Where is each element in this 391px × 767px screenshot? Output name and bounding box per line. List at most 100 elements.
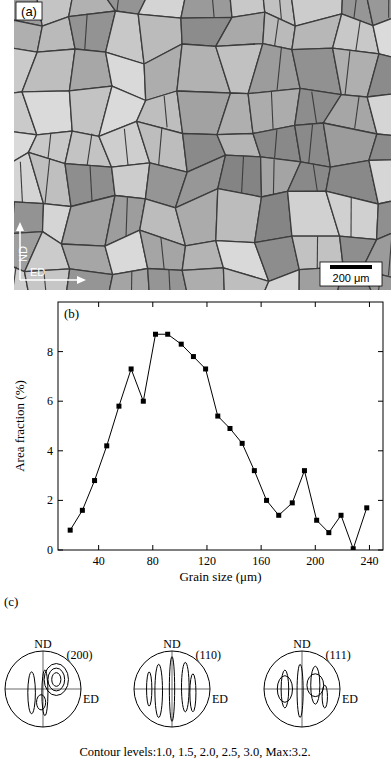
pole-label: ED [83, 692, 99, 706]
data-point [326, 530, 331, 535]
pole-figure: NDED(110) [134, 637, 228, 727]
x-tick [261, 545, 262, 550]
grain [22, 49, 75, 92]
x-tick [369, 545, 370, 550]
y-tick [378, 401, 383, 402]
x-tick-label: 160 [252, 554, 270, 568]
grain-boundary [355, 96, 359, 129]
contour [297, 664, 303, 717]
grain-boundary [158, 127, 161, 167]
scale-bar [330, 265, 372, 269]
grain-boundary [90, 165, 92, 201]
grains [14, 0, 391, 290]
grain [140, 230, 186, 270]
data-point [116, 404, 121, 409]
grain [216, 189, 262, 243]
y-tick-label: 2 [47, 493, 53, 507]
grain [181, 0, 232, 18]
grain-boundary [126, 197, 127, 238]
cross-line [43, 651, 44, 727]
x-tick-label: 200 [306, 554, 324, 568]
grain-boundary [356, 20, 361, 51]
y-tick [58, 450, 63, 451]
grain [369, 134, 391, 160]
data-point [351, 546, 356, 550]
data-point [290, 500, 295, 505]
contour [42, 670, 48, 716]
axis-label: ND [17, 246, 29, 262]
x-axis-title: Grain size (μm) [179, 569, 261, 584]
data-point [179, 342, 184, 347]
grain-boundary [169, 269, 171, 290]
grain-boundary [277, 47, 282, 91]
x-tick-label: 80 [147, 554, 159, 568]
grain [369, 160, 391, 205]
grain [223, 268, 268, 290]
y-tick [378, 351, 383, 352]
grain [326, 191, 378, 239]
x-tick-label: 40 [93, 554, 105, 568]
contour [311, 666, 320, 704]
grain-boundary [313, 165, 317, 192]
grain-boundary [345, 51, 350, 96]
grain [175, 189, 217, 246]
data-point [264, 498, 269, 503]
data-point [141, 399, 146, 404]
contour [48, 668, 65, 691]
pole-figures: (c)NDED(200)NDED(110)NDED(111)Contour le… [4, 594, 358, 759]
pole-label: ND [34, 637, 52, 651]
x-tick [98, 302, 99, 307]
chart: (b)408012016020024002468Grain size (μm)A… [12, 302, 383, 584]
grain [377, 196, 391, 239]
grain-boundary [14, 267, 16, 290]
y-tick [378, 500, 383, 501]
grain [288, 162, 331, 191]
plane-label: (110) [196, 648, 222, 662]
grain-boundary [312, 92, 317, 125]
y-tick [58, 401, 63, 402]
grain [367, 54, 391, 97]
grain-boundary [242, 156, 244, 193]
grain-boundary [87, 134, 92, 166]
grain-boundary [48, 133, 51, 158]
grain [182, 268, 225, 290]
grain-boundary [275, 129, 277, 159]
axis-label: ED [30, 266, 45, 278]
x-tick [206, 545, 207, 550]
plot-frame [58, 302, 383, 550]
x-tick [206, 302, 207, 307]
y-tick-label: 4 [47, 444, 53, 458]
data-point [314, 518, 319, 523]
cross-line [172, 651, 173, 727]
grain [216, 12, 265, 46]
contour [37, 695, 46, 710]
x-tick [369, 302, 370, 307]
x-tick [152, 302, 153, 307]
y-axis-title: Area fraction (%) [12, 380, 27, 472]
scale-box [320, 262, 382, 286]
panel-label: (b) [64, 306, 79, 321]
pole-label: ED [342, 692, 358, 706]
pole-figure: NDED(200) [5, 637, 99, 727]
grain-boundary [14, 202, 15, 233]
grain-boundary [211, 0, 215, 18]
grain-boundary [309, 124, 313, 164]
grain-boundary [45, 158, 50, 205]
grain [255, 191, 292, 242]
contour [169, 657, 174, 722]
grain-boundary [131, 272, 133, 290]
grain-boundary [124, 129, 128, 165]
data-point [104, 443, 109, 448]
data-point [80, 508, 85, 513]
data-point [339, 513, 344, 518]
micrograph-bg [14, 0, 391, 290]
grain-boundary [275, 19, 279, 46]
panel-label: (a) [21, 4, 37, 19]
y-tick-label: 6 [47, 394, 53, 408]
grain-boundary [388, 234, 391, 276]
data-point [227, 426, 232, 431]
grain-boundary [354, 0, 358, 20]
data-point [364, 505, 369, 510]
data-area [68, 332, 370, 550]
grain-boundary [271, 91, 273, 129]
